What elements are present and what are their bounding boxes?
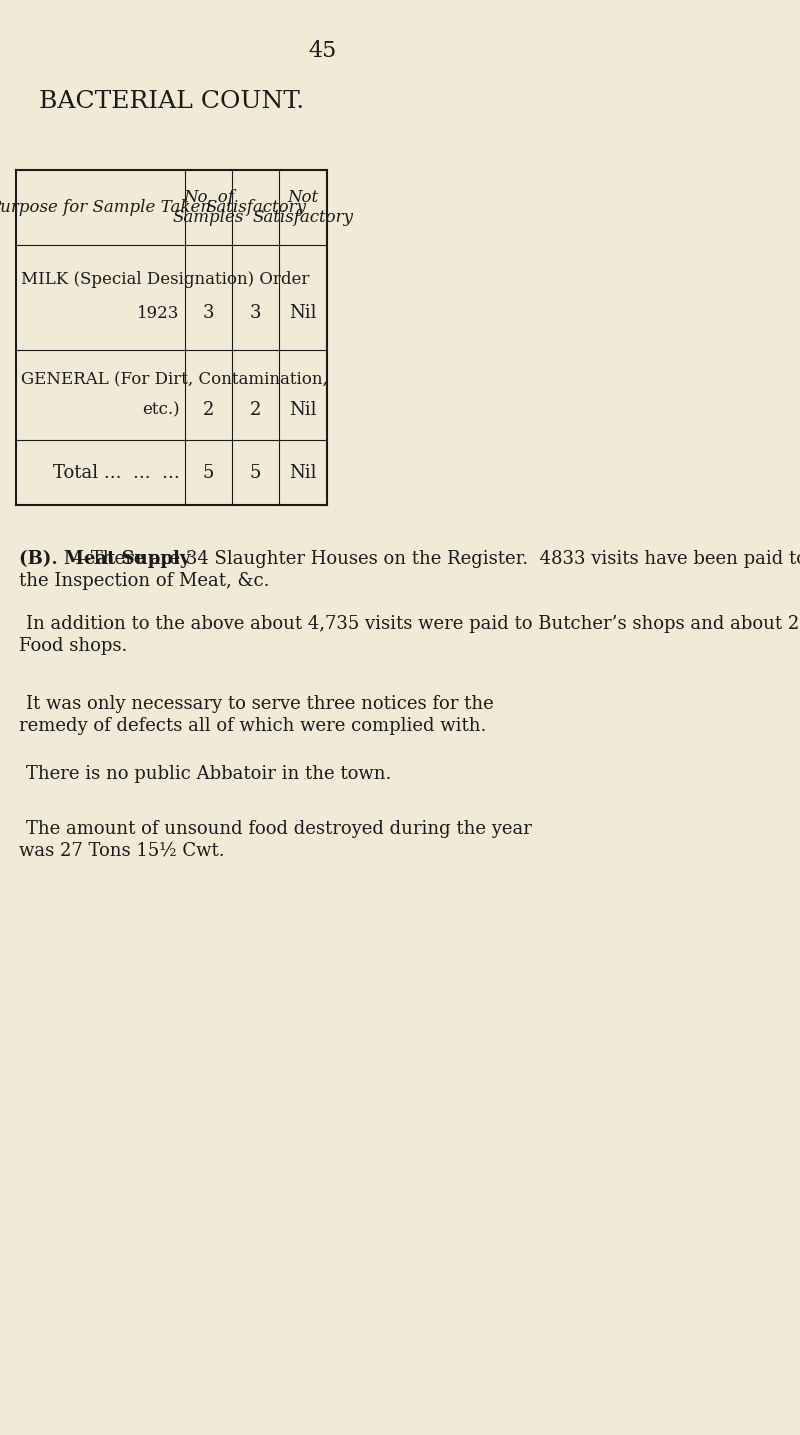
Text: In addition to the above about 4,735 visits were paid to Butcher’s shops and abo: In addition to the above about 4,735 vis… [26,616,800,633]
Text: 1923: 1923 [138,306,180,321]
Text: 3: 3 [202,304,214,323]
Text: MILK (Special Designation) Order: MILK (Special Designation) Order [22,271,310,288]
Text: etc.): etc.) [142,402,180,419]
Text: No. of
Samples: No. of Samples [173,189,244,225]
Text: was 27 Tons 15½ Cwt.: was 27 Tons 15½ Cwt. [19,842,225,860]
Text: (B). Meat Supply: (B). Meat Supply [19,550,190,568]
Text: —There are 34 Slaughter Houses on the Register.  4833 visits have been paid to t: —There are 34 Slaughter Houses on the Re… [73,550,800,568]
Text: There is no public Abbatoir in the town.: There is no public Abbatoir in the town. [26,765,391,784]
Text: 2: 2 [250,400,262,419]
Text: The amount of unsound food destroyed during the year: The amount of unsound food destroyed dur… [26,819,532,838]
Text: 5: 5 [250,464,262,482]
Text: It was only necessary to serve three notices for the: It was only necessary to serve three not… [26,695,494,713]
Text: 45: 45 [308,40,336,62]
Text: 3: 3 [250,304,262,323]
Text: Nil: Nil [290,400,317,419]
Text: Nil: Nil [290,464,317,482]
Text: Food shops.: Food shops. [19,637,128,654]
Text: GENERAL (For Dirt, Contamination,: GENERAL (For Dirt, Contamination, [22,372,328,389]
Text: BACTERIAL COUNT.: BACTERIAL COUNT. [39,90,305,113]
Text: 5: 5 [202,464,214,482]
Text: the Inspection of Meat, &c.: the Inspection of Meat, &c. [19,573,270,590]
Text: Total ...  ...  ...: Total ... ... ... [53,464,180,482]
Text: 2: 2 [202,400,214,419]
Text: remedy of defects all of which were complied with.: remedy of defects all of which were comp… [19,718,486,735]
Text: Satisfactory: Satisfactory [205,199,306,217]
Text: Purpose for Sample Taken: Purpose for Sample Taken [0,199,212,217]
Text: Not
Satisfactory: Not Satisfactory [253,189,354,225]
Text: Nil: Nil [290,304,317,323]
